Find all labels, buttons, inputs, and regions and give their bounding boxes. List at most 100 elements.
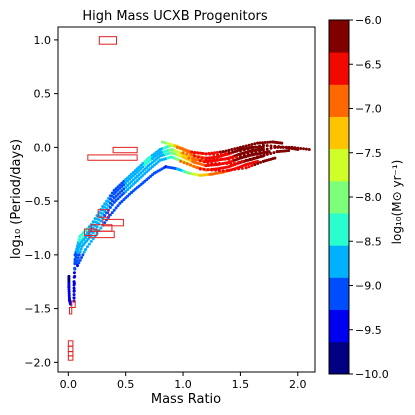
track-point [72, 286, 76, 290]
colorbar-segment [329, 52, 349, 85]
track-point [296, 146, 300, 150]
track-point [91, 231, 95, 235]
track-point [122, 191, 126, 195]
track-point [242, 153, 246, 157]
track-point [95, 225, 99, 229]
track-point [225, 162, 229, 165]
track-point [80, 240, 84, 244]
track-point [229, 162, 233, 165]
x-tick-label: 1.5 [232, 378, 250, 391]
track-point [131, 178, 135, 182]
track-point [114, 198, 118, 202]
uncertainty-box [102, 218, 124, 227]
track-point [133, 180, 137, 184]
track-point [77, 238, 81, 242]
track-point [190, 150, 194, 154]
track-point [189, 163, 193, 167]
x-tick-label: 2.0 [289, 378, 307, 391]
track-point [253, 142, 257, 146]
track-point [256, 162, 260, 165]
track-point [128, 186, 132, 190]
boxes-layer [67, 36, 138, 361]
track-point [280, 141, 284, 145]
track-point [118, 201, 122, 205]
track-point [78, 250, 82, 254]
track-point [128, 192, 132, 196]
colorbar-tick-label: −6.5 [355, 58, 382, 71]
track-point [184, 148, 188, 152]
colorbar-tick-label: −9.0 [355, 280, 382, 293]
track-point [114, 206, 118, 210]
uncertainty-box [88, 230, 115, 239]
track-point [287, 149, 291, 153]
track-point [204, 157, 208, 161]
track-point [248, 157, 252, 161]
track-point [208, 157, 212, 161]
track-point [230, 148, 234, 152]
track-point [139, 167, 143, 171]
track-point [133, 176, 137, 180]
track-point [122, 183, 126, 187]
track [179, 156, 277, 173]
y-tick-label: −1.0 [24, 249, 51, 262]
track-point [120, 199, 124, 203]
track-point [238, 149, 242, 153]
track-point [112, 200, 116, 204]
plot-frame [57, 26, 316, 373]
track-point [259, 160, 262, 164]
track-point [273, 156, 277, 160]
track-point [99, 226, 103, 230]
colorbar-segment [329, 213, 349, 246]
track-point [240, 159, 244, 163]
track-point [223, 157, 227, 161]
colorbar-tick-label: −7.0 [355, 103, 382, 116]
track-point [237, 167, 241, 171]
track-point [75, 253, 79, 257]
track-point [163, 141, 167, 145]
track-point [241, 145, 245, 149]
track-point [261, 141, 265, 145]
track-point [256, 141, 260, 145]
track-point [256, 155, 260, 159]
track-point [233, 167, 237, 171]
track-point [290, 145, 294, 149]
track-point [250, 164, 254, 168]
track-point [108, 206, 112, 210]
track-point [135, 179, 139, 183]
track-point [84, 247, 88, 251]
track-point [143, 163, 147, 167]
track [181, 145, 311, 161]
track-point [67, 289, 71, 293]
y-tick-label: −0.5 [24, 195, 51, 208]
track-point [160, 140, 164, 144]
track-point [217, 169, 221, 173]
track-point [105, 211, 109, 215]
track-point [129, 175, 133, 179]
colorbar-tick-label: −6.0 [355, 14, 382, 27]
track-point [173, 144, 177, 148]
track-point [224, 149, 228, 153]
track-point [175, 145, 179, 149]
track-point [118, 195, 122, 199]
colorbar-segment [329, 277, 349, 311]
track-point [128, 182, 132, 186]
colorbar-tick-label: −10.0 [355, 368, 389, 381]
colorbar-segment [329, 309, 349, 343]
track-point [67, 294, 71, 298]
colorbar-segment [329, 245, 349, 278]
track-point [135, 174, 139, 178]
track-point [67, 285, 71, 289]
track-point [195, 166, 199, 170]
track-point [168, 142, 172, 146]
track-point [215, 153, 219, 157]
track-point [82, 238, 86, 242]
track-point [108, 213, 112, 217]
track-point [126, 179, 130, 183]
track-point [252, 156, 256, 160]
track-point [261, 145, 265, 149]
track-point [122, 198, 126, 202]
track-point [81, 253, 85, 257]
uncertainty-box [87, 154, 138, 161]
track-point [124, 185, 128, 189]
